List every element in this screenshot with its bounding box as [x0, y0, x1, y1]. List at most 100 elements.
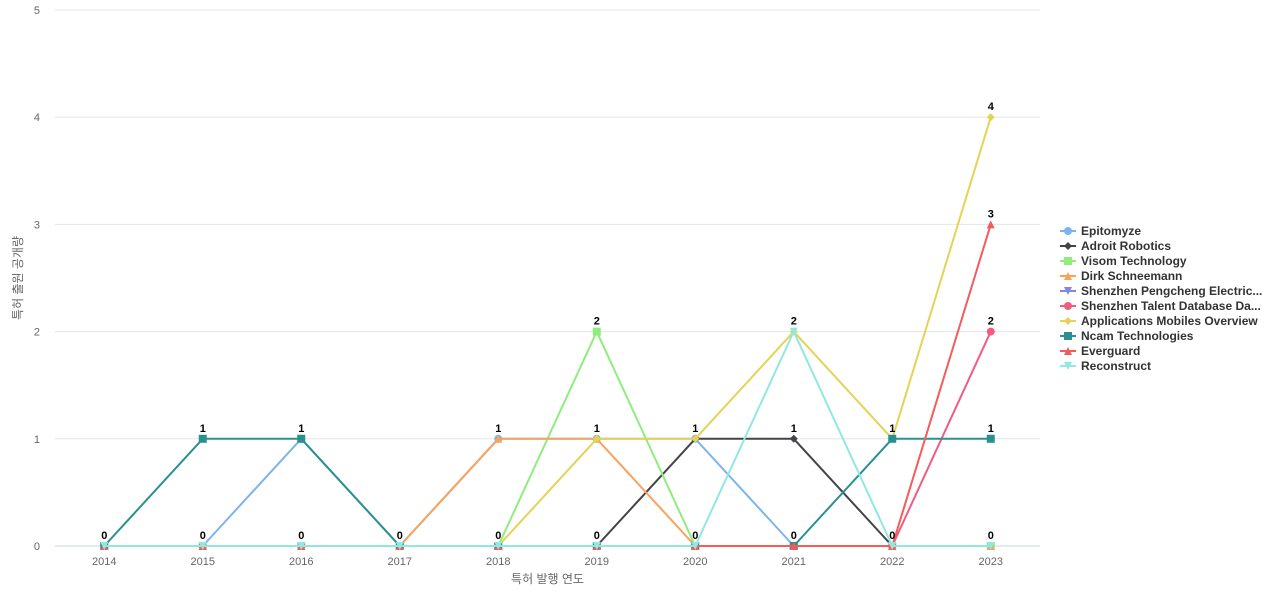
legend-item[interactable]: Epitomyze	[1060, 224, 1141, 238]
x-tick-label: 2020	[683, 556, 707, 568]
x-tick-label: 2016	[289, 556, 313, 568]
legend-item[interactable]: Shenzhen Pengcheng Electric...	[1060, 284, 1262, 298]
legend-marker[interactable]	[1064, 347, 1072, 355]
legend-marker[interactable]	[1064, 317, 1072, 325]
data-label: 0	[101, 530, 107, 542]
legend-item[interactable]: Everguard	[1060, 344, 1140, 358]
data-label: 1	[889, 423, 895, 435]
series-line[interactable]	[104, 330, 991, 547]
legend-item[interactable]: Applications Mobiles Overview	[1060, 314, 1258, 328]
legend-marker[interactable]	[1064, 257, 1072, 265]
data-label: 1	[298, 423, 304, 435]
series-everguard	[100, 220, 995, 550]
data-label: 0	[988, 530, 994, 542]
data-point[interactable]	[888, 542, 897, 550]
series-layer	[100, 113, 995, 550]
y-tick-label: 5	[34, 5, 40, 17]
legend-marker[interactable]	[1064, 302, 1072, 310]
legend-label: Visom Technology	[1081, 254, 1187, 268]
data-label: 2	[594, 316, 600, 328]
data-point[interactable]	[888, 434, 897, 443]
data-label: 1	[692, 423, 698, 435]
legend-item[interactable]: Dirk Schneemann	[1060, 269, 1182, 283]
data-point[interactable]	[986, 220, 995, 229]
legend-label: Ncam Technologies	[1081, 329, 1194, 343]
data-point[interactable]	[297, 542, 306, 550]
legend-marker[interactable]	[1064, 272, 1072, 280]
data-point[interactable]	[494, 542, 503, 550]
series-line[interactable]	[104, 224, 992, 547]
data-label: 0	[298, 530, 304, 542]
y-tick-label: 4	[34, 112, 40, 124]
data-label: 1	[594, 423, 600, 435]
data-point[interactable]	[198, 542, 207, 550]
legend-marker[interactable]	[1064, 362, 1072, 370]
legend-marker[interactable]	[1064, 287, 1072, 295]
legend-item[interactable]: Adroit Robotics	[1060, 239, 1171, 253]
x-tick-label: 2015	[191, 556, 215, 568]
y-tick-label: 0	[34, 541, 40, 553]
data-point[interactable]	[986, 542, 995, 550]
x-tick-label: 2021	[782, 556, 806, 568]
data-label-layer: 0 1 0 1 0 0 1 0 2 1 0 1 0 2 1 0 1 0 4 3 2 1 0	[101, 101, 995, 542]
data-point[interactable]	[789, 434, 798, 443]
data-label: 1	[200, 423, 206, 435]
x-tick-label: 2022	[880, 556, 904, 568]
data-point[interactable]	[592, 542, 601, 550]
data-label: 2	[988, 316, 994, 328]
data-point[interactable]	[100, 542, 109, 550]
data-label: 0	[200, 530, 206, 542]
data-label: 1	[495, 423, 501, 435]
x-tick-label: 2023	[979, 556, 1003, 568]
data-point[interactable]	[986, 434, 995, 443]
data-point[interactable]	[986, 327, 995, 336]
legend-label: Reconstruct	[1081, 359, 1151, 373]
legend-label: Adroit Robotics	[1081, 239, 1171, 253]
series-reconstruct	[100, 327, 995, 550]
legend-label: Epitomyze	[1081, 224, 1141, 238]
legend-label: Shenzhen Talent Database Da...	[1081, 299, 1261, 313]
data-point[interactable]	[592, 434, 601, 443]
data-point[interactable]	[986, 113, 995, 122]
data-label: 0	[397, 530, 403, 542]
x-tick-label: 2014	[92, 556, 116, 568]
data-label: 0	[594, 530, 600, 542]
legend-item[interactable]: Shenzhen Talent Database Da...	[1060, 299, 1261, 313]
legend-label: Applications Mobiles Overview	[1081, 314, 1258, 328]
data-label: 0	[889, 530, 895, 542]
y-axis-title: 특허 출원 공개량	[11, 236, 25, 320]
data-label: 1	[791, 423, 797, 435]
data-point[interactable]	[297, 434, 306, 443]
data-point[interactable]	[789, 542, 798, 550]
x-axis-title: 특허 발행 연도	[511, 571, 584, 586]
x-tick-label: 2018	[486, 556, 510, 568]
data-label: 0	[692, 530, 698, 542]
legend-marker[interactable]	[1064, 227, 1072, 235]
data-point[interactable]	[395, 542, 404, 550]
legend-marker[interactable]	[1064, 242, 1072, 250]
data-label: 0	[791, 530, 797, 542]
data-label: 0	[495, 530, 501, 542]
legend-item[interactable]: Visom Technology	[1060, 254, 1187, 268]
y-tick-label: 2	[34, 327, 40, 339]
y-tick-label: 3	[34, 219, 40, 231]
data-point[interactable]	[789, 327, 798, 336]
data-point[interactable]	[494, 434, 503, 443]
data-label: 2	[791, 316, 797, 328]
data-point[interactable]	[691, 434, 700, 443]
data-point[interactable]	[198, 434, 207, 443]
data-point[interactable]	[691, 542, 700, 550]
data-label: 4	[988, 101, 995, 113]
data-label: 3	[988, 208, 994, 220]
legend-label: Shenzhen Pengcheng Electric...	[1081, 284, 1262, 298]
legend-marker[interactable]	[1064, 332, 1072, 340]
legend-item[interactable]: Reconstruct	[1060, 359, 1151, 373]
x-tick-label: 2019	[585, 556, 609, 568]
data-point[interactable]	[592, 327, 601, 336]
legend-item[interactable]: Ncam Technologies	[1060, 329, 1194, 343]
legend-label: Dirk Schneemann	[1081, 269, 1182, 283]
